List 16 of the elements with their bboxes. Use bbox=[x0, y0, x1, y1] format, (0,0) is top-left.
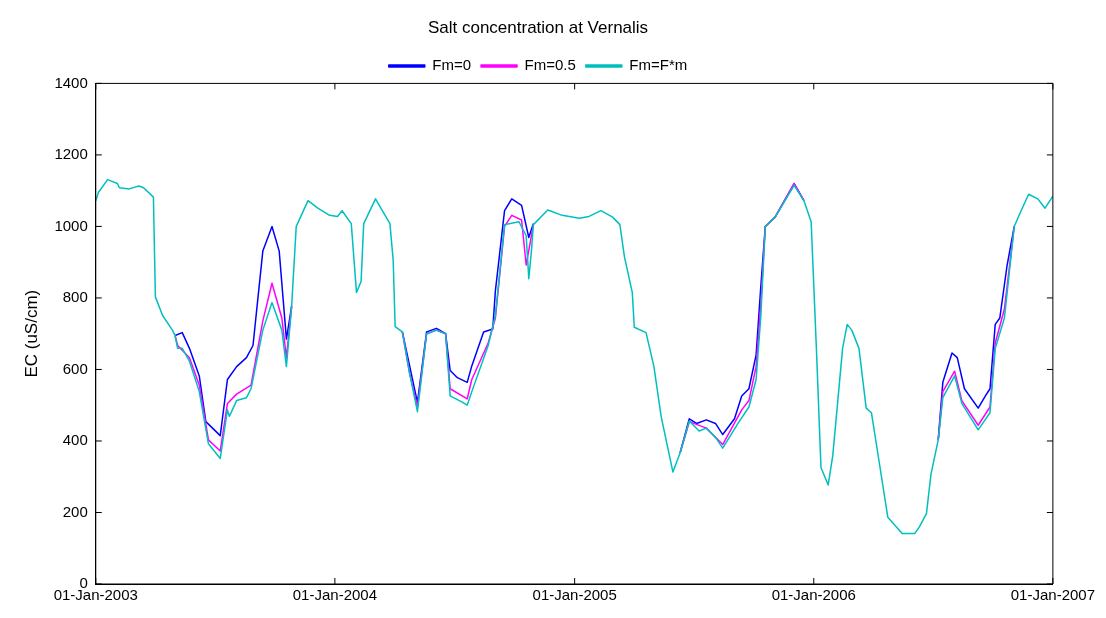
y-tick-label: 400 bbox=[62, 431, 88, 449]
y-tick-label: 1200 bbox=[54, 145, 88, 163]
legend-label: Fm=0 bbox=[432, 56, 472, 74]
y-tick-label: 200 bbox=[62, 502, 88, 520]
x-tick-label: 01-Jan-2004 bbox=[292, 586, 377, 604]
x-tick-label: 01-Jan-2007 bbox=[1010, 586, 1095, 604]
y-tick-label: 1400 bbox=[54, 73, 88, 91]
y-tick-label: 1000 bbox=[54, 216, 88, 234]
y-tick-label: 600 bbox=[62, 359, 88, 377]
x-tick-label: 01-Jan-2005 bbox=[532, 586, 617, 604]
chart-title: Salt concentration at Vernalis bbox=[427, 17, 649, 37]
x-tick-label: 01-Jan-2006 bbox=[771, 586, 856, 604]
legend-label: Fm=0.5 bbox=[524, 56, 576, 74]
y-tick-label: 800 bbox=[62, 288, 88, 306]
legend-label: Fm=F*m bbox=[629, 56, 688, 74]
y-axis-title: EC (uS/cm) bbox=[21, 289, 41, 378]
